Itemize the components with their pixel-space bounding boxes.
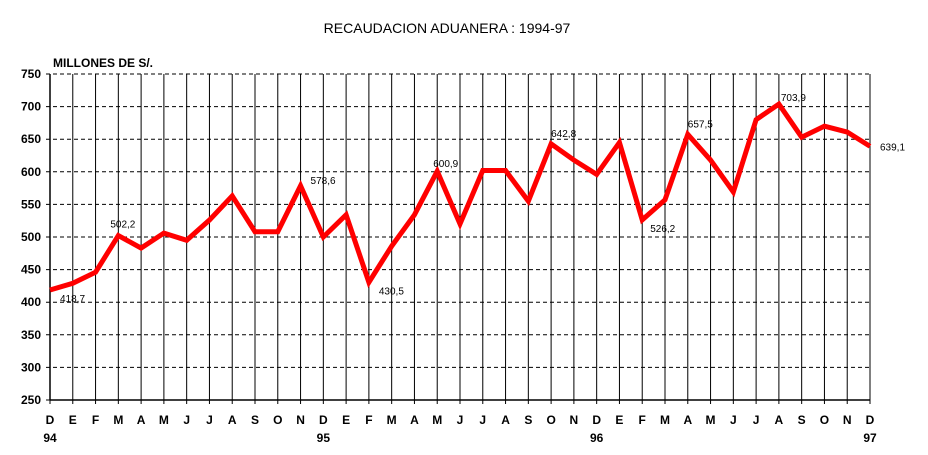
x-tick-label: M [706, 413, 716, 427]
x-tick-label: J [730, 413, 737, 427]
y-tick-label: 300 [21, 360, 41, 374]
x-tick-label: E [615, 413, 623, 427]
y-axis-label: MILLONES DE S/. [53, 56, 153, 70]
data-label: 639,1 [880, 142, 905, 153]
x-tick-label: M [387, 413, 397, 427]
chart-title: RECAUDACION ADUANERA : 1994-97 [324, 20, 571, 36]
year-label: 95 [317, 431, 331, 445]
x-tick-label: A [683, 413, 692, 427]
y-tick-label: 450 [21, 263, 41, 277]
x-tick-label: F [92, 413, 99, 427]
x-tick-label: S [524, 413, 532, 427]
x-tick-label: A [501, 413, 510, 427]
y-tick-label: 750 [21, 67, 41, 81]
x-tick-label: J [183, 413, 190, 427]
x-tick-label: E [69, 413, 77, 427]
y-tick-label: 550 [21, 197, 41, 211]
data-label: 430,5 [379, 286, 404, 297]
x-tick-label: N [570, 413, 579, 427]
data-label: 578,6 [311, 176, 336, 187]
data-label: 526,2 [650, 224, 675, 235]
x-tick-label: S [798, 413, 806, 427]
y-tick-label: 600 [21, 165, 41, 179]
x-tick-label: S [251, 413, 259, 427]
x-tick-label: J [479, 413, 486, 427]
data-label: 600,9 [433, 159, 458, 170]
x-tick-label: A [775, 413, 784, 427]
x-tick-label: F [365, 413, 372, 427]
x-tick-label: N [843, 413, 852, 427]
data-label: 502,2 [110, 220, 135, 231]
x-tick-label: J [753, 413, 760, 427]
y-tick-label: 650 [21, 132, 41, 146]
x-tick-label: M [159, 413, 169, 427]
data-label: 642,8 [551, 129, 576, 140]
x-tick-label: D [46, 413, 55, 427]
x-tick-label: D [866, 413, 875, 427]
x-tick-label: N [296, 413, 305, 427]
x-tick-label: A [228, 413, 237, 427]
data-label: 703,9 [781, 93, 806, 104]
data-label: 418,7 [60, 294, 85, 305]
x-tick-label: E [342, 413, 350, 427]
x-tick-label: J [457, 413, 464, 427]
x-tick-label: O [546, 413, 555, 427]
x-tick-label: M [432, 413, 442, 427]
y-tick-label: 500 [21, 230, 41, 244]
x-tick-label: O [820, 413, 829, 427]
x-tick-label: A [137, 413, 146, 427]
data-label: 657,5 [688, 119, 713, 130]
x-tick-label: A [410, 413, 419, 427]
y-tick-label: 400 [21, 295, 41, 309]
x-tick-label: M [660, 413, 670, 427]
x-tick-label: F [639, 413, 646, 427]
y-tick-label: 700 [21, 100, 41, 114]
year-label: 94 [43, 431, 57, 445]
x-tick-label: M [113, 413, 123, 427]
x-tick-label: D [319, 413, 328, 427]
y-tick-label: 250 [21, 393, 41, 407]
x-tick-label: J [206, 413, 213, 427]
year-label: 97 [863, 431, 877, 445]
year-label: 96 [590, 431, 604, 445]
y-tick-label: 350 [21, 328, 41, 342]
x-tick-label: O [273, 413, 282, 427]
x-tick-label: D [592, 413, 601, 427]
